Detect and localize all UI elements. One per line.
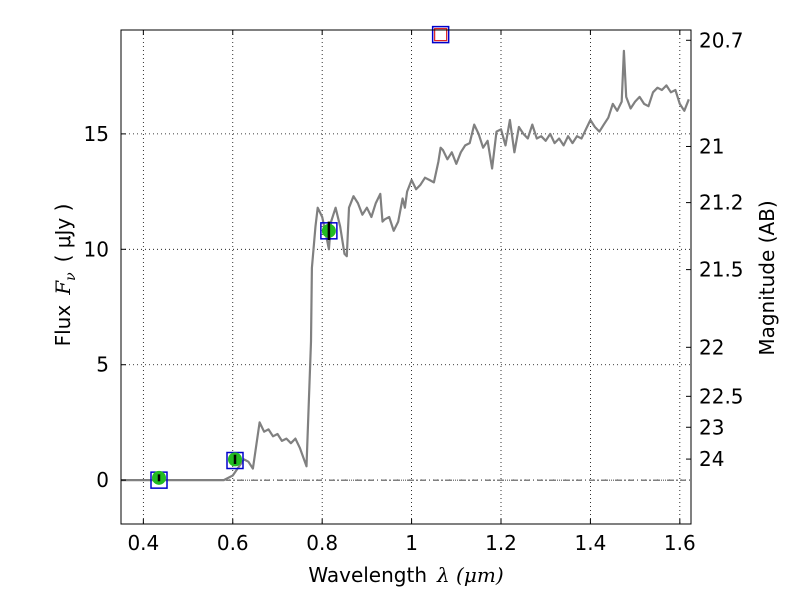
- y-axis-label: FluxFν( μJy ): [51, 204, 79, 347]
- y-tick-label: 0: [96, 468, 109, 492]
- mag-tick-label: 21.5: [699, 258, 744, 282]
- plot-frame: [120, 29, 692, 525]
- model-sed-line: [121, 49, 690, 482]
- x-axis-label: Wavelength λ (μm): [308, 563, 503, 587]
- axis-ticks: [121, 30, 691, 524]
- x-tick-label: 0.8: [306, 531, 338, 555]
- photometry-points: [150, 25, 450, 489]
- mag-tick-label: 21.2: [699, 191, 744, 215]
- mag-tick-label: 22: [699, 335, 724, 359]
- x-tick-label: 1.2: [485, 531, 517, 555]
- x-tick-label: 1.6: [664, 531, 696, 555]
- mag-tick-label: 21: [699, 134, 724, 158]
- x-tick-label: 0.6: [217, 531, 249, 555]
- mag-tick-label: 23: [699, 415, 724, 439]
- y-tick-label: 10: [84, 237, 109, 261]
- model-sed-series: [121, 49, 690, 482]
- x-tick-label: 1.4: [575, 531, 607, 555]
- tick-labels: 0.4 0.6 0.8 1 1.2 1.4 1.6 0 5 10 15 20.7 21 21.2 21.5 2…: [84, 28, 744, 555]
- y-tick-label: 15: [84, 122, 109, 146]
- mag-tick-label: 20.7: [699, 28, 744, 52]
- model-photometry-box: [431, 25, 450, 44]
- mag-tick-label: 24: [699, 447, 724, 471]
- x-tick-label: 1: [405, 531, 418, 555]
- y-tick-label: 5: [96, 353, 109, 377]
- magnitude-axis-label: Magnitude (AB): [755, 200, 779, 355]
- mag-tick-label: 22.5: [699, 384, 744, 408]
- grid-lines: [121, 30, 691, 524]
- upper-limit-marker: [434, 28, 448, 42]
- x-tick-label: 0.4: [127, 531, 159, 555]
